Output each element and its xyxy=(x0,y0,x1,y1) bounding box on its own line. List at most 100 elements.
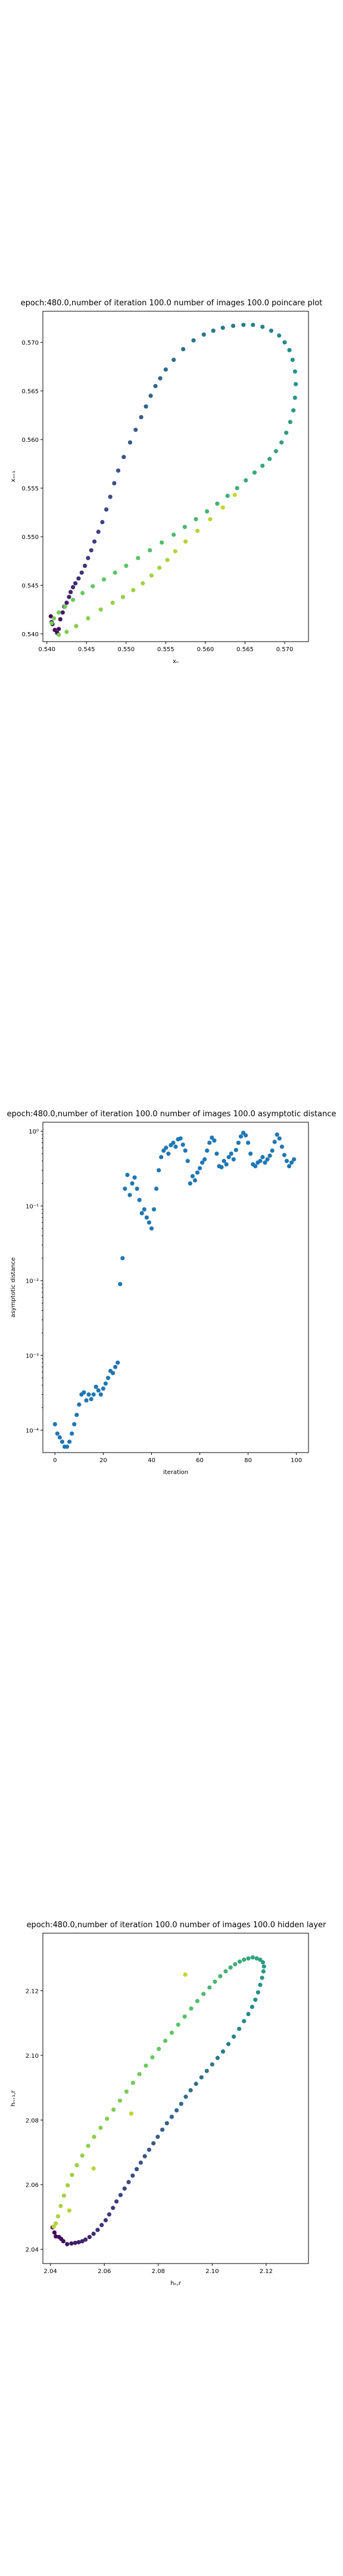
x-ticks: 0 20 40 60 80 100 xyxy=(53,1453,302,1464)
data-point xyxy=(211,328,216,333)
data-point xyxy=(139,1210,144,1216)
data-point xyxy=(49,621,54,626)
data-point xyxy=(178,1136,183,1141)
y-tick-label: 2.08 xyxy=(26,2117,39,2124)
data-point xyxy=(292,369,297,374)
data-point xyxy=(202,1157,207,1162)
data-point xyxy=(122,2186,127,2191)
data-point xyxy=(172,357,176,363)
data-point xyxy=(265,1157,270,1162)
data-point xyxy=(174,2108,179,2113)
data-point xyxy=(204,2069,209,2073)
data-point xyxy=(190,1174,195,1179)
data-point xyxy=(194,517,198,522)
data-point xyxy=(157,565,162,570)
y-axis-label: asymptotic distance xyxy=(10,1257,17,1317)
plot-frame xyxy=(42,1933,309,2264)
data-point xyxy=(180,1143,185,1147)
asymptotic-svg: epoch:480.0,number of iteration 100.0 nu… xyxy=(7,1110,336,1476)
x-tick-label: 80 xyxy=(244,1457,252,1464)
data-point xyxy=(130,2080,135,2085)
data-point xyxy=(134,2167,139,2172)
data-point xyxy=(233,1148,238,1153)
data-point xyxy=(288,420,292,425)
data-point xyxy=(67,1439,72,1444)
data-point xyxy=(258,1159,263,1163)
data-point xyxy=(235,485,239,491)
data-point xyxy=(189,2006,194,2011)
data-point xyxy=(163,367,168,372)
data-point xyxy=(52,627,57,633)
data-point xyxy=(218,1974,223,1979)
data-point xyxy=(258,1983,263,1987)
data-point xyxy=(82,1390,86,1395)
x-tick-label: 2.08 xyxy=(152,2268,165,2275)
y-tick-label: 2.06 xyxy=(26,2182,39,2189)
poincare-chart: epoch:480.0,number of iteration 100.0 nu… xyxy=(0,239,343,668)
plot-frame xyxy=(42,1122,309,1453)
data-point xyxy=(251,323,255,327)
data-point xyxy=(57,632,61,637)
data-point xyxy=(72,1422,77,1427)
data-point xyxy=(171,1140,176,1145)
y-tick-label: 0.570 xyxy=(21,340,39,346)
data-point xyxy=(131,588,136,593)
x-axis-label: iteration xyxy=(163,1469,188,1476)
data-point xyxy=(111,2107,116,2112)
data-point xyxy=(224,1162,229,1167)
data-point xyxy=(182,525,187,530)
data-point xyxy=(98,607,103,612)
data-point xyxy=(197,1166,202,1171)
data-point xyxy=(157,1168,161,1173)
data-point xyxy=(260,324,265,329)
data-point xyxy=(63,604,67,609)
data-point xyxy=(182,2014,187,2019)
data-point xyxy=(84,1398,89,1403)
data-point xyxy=(279,440,284,445)
data-point xyxy=(215,2055,220,2060)
data-point xyxy=(238,1134,244,1139)
data-point xyxy=(64,600,69,605)
y-tick-label: 0.540 xyxy=(21,631,39,638)
data-point xyxy=(70,2172,74,2178)
data-point xyxy=(207,1985,212,1990)
data-point xyxy=(127,440,133,445)
data-point xyxy=(195,1170,200,1175)
data-point xyxy=(154,1186,159,1191)
data-point xyxy=(242,2018,247,2024)
data-point xyxy=(149,573,154,578)
y-tick-label: 10⁻³ xyxy=(26,1353,39,1360)
data-point xyxy=(70,1431,74,1436)
data-point xyxy=(48,614,53,619)
data-point xyxy=(166,1151,171,1156)
data-point xyxy=(86,616,91,621)
data-point xyxy=(92,2134,96,2140)
data-point xyxy=(261,1964,266,1969)
data-point xyxy=(260,1960,266,1965)
y-tick-label: 0.565 xyxy=(21,389,39,395)
data-point xyxy=(126,2179,131,2184)
data-point xyxy=(104,507,109,512)
data-point xyxy=(172,532,176,537)
data-point xyxy=(201,1992,206,1996)
data-point xyxy=(117,2098,123,2103)
data-point xyxy=(51,2224,56,2229)
data-point xyxy=(74,2163,79,2168)
data-point xyxy=(89,1397,93,1401)
data-point xyxy=(260,1154,265,1160)
data-point xyxy=(113,570,117,575)
data-point xyxy=(89,548,93,553)
data-point xyxy=(192,1178,198,1183)
data-point xyxy=(121,454,126,460)
data-point xyxy=(74,624,79,628)
data-point xyxy=(116,468,121,473)
data-point xyxy=(242,1957,247,1962)
chart-title: epoch:480.0,number of iteration 100.0 nu… xyxy=(7,1110,336,1119)
data-point xyxy=(163,2038,168,2044)
data-point xyxy=(91,1392,96,1397)
data-point xyxy=(95,2228,100,2233)
data-point xyxy=(260,463,265,468)
data-point xyxy=(86,556,91,561)
data-point xyxy=(100,519,105,525)
data-point xyxy=(292,395,297,400)
